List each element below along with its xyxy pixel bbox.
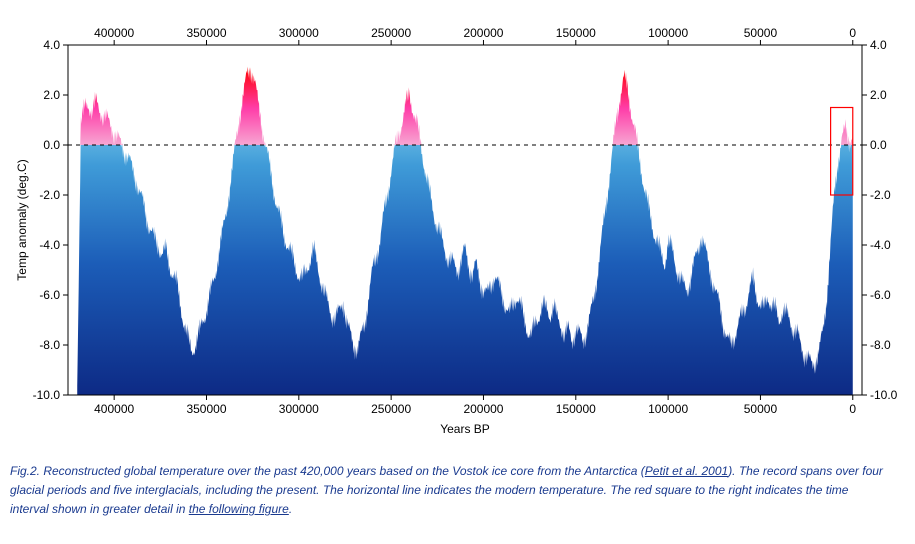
svg-text:-2.0: -2.0 xyxy=(39,188,60,202)
svg-text:4.0: 4.0 xyxy=(870,38,887,52)
caption-text-1: Fig.2. Reconstructed global temperature … xyxy=(10,464,645,478)
svg-text:0: 0 xyxy=(849,26,856,40)
svg-text:200000: 200000 xyxy=(463,402,503,416)
chart-container: 400000 400000 350000 350000 300000 300000 2500… xyxy=(10,10,905,450)
svg-text:150000: 150000 xyxy=(556,402,596,416)
svg-text:-10.0: -10.0 xyxy=(33,388,61,402)
svg-text:50000: 50000 xyxy=(744,26,778,40)
svg-text:-6.0: -6.0 xyxy=(39,288,60,302)
svg-text:400000: 400000 xyxy=(94,26,134,40)
svg-text:2.0: 2.0 xyxy=(870,88,887,102)
svg-text:2.0: 2.0 xyxy=(43,88,60,102)
svg-text:250000: 250000 xyxy=(371,26,411,40)
svg-text:250000: 250000 xyxy=(371,402,411,416)
svg-text:50000: 50000 xyxy=(744,402,778,416)
svg-text:-6.0: -6.0 xyxy=(870,288,891,302)
svg-text:350000: 350000 xyxy=(186,26,226,40)
svg-text:-2.0: -2.0 xyxy=(870,188,891,202)
svg-text:100000: 100000 xyxy=(648,402,688,416)
svg-text:-4.0: -4.0 xyxy=(39,238,60,252)
svg-text:300000: 300000 xyxy=(279,26,319,40)
caption-text-3: . xyxy=(289,502,292,516)
figure-caption: Fig.2. Reconstructed global temperature … xyxy=(10,462,890,520)
svg-text:Years BP: Years BP xyxy=(440,422,490,436)
svg-text:-10.0: -10.0 xyxy=(870,388,898,402)
svg-text:100000: 100000 xyxy=(648,26,688,40)
svg-text:150000: 150000 xyxy=(556,26,596,40)
svg-text:0: 0 xyxy=(849,402,856,416)
svg-text:-8.0: -8.0 xyxy=(870,338,891,352)
svg-text:300000: 300000 xyxy=(279,402,319,416)
svg-text:400000: 400000 xyxy=(94,402,134,416)
svg-text:200000: 200000 xyxy=(463,26,503,40)
following-figure-link[interactable]: the following figure xyxy=(189,502,289,516)
temperature-chart: 400000 400000 350000 350000 300000 300000 2500… xyxy=(10,10,905,450)
svg-text:Temp anomaly (deg.C): Temp anomaly (deg.C) xyxy=(15,159,29,280)
svg-text:-8.0: -8.0 xyxy=(39,338,60,352)
svg-text:0.0: 0.0 xyxy=(43,138,60,152)
svg-text:-4.0: -4.0 xyxy=(870,238,891,252)
svg-text:350000: 350000 xyxy=(186,402,226,416)
citation-link[interactable]: Petit et al. 2001 xyxy=(645,464,728,478)
svg-text:0.0: 0.0 xyxy=(870,138,887,152)
svg-text:4.0: 4.0 xyxy=(43,38,60,52)
